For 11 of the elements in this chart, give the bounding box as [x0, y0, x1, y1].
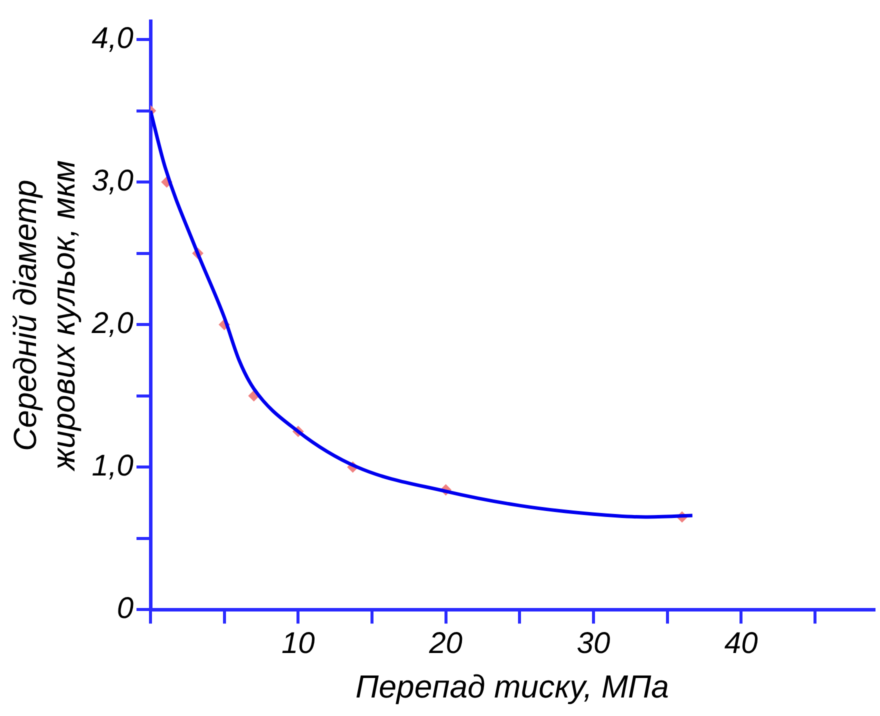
x-tick-label: 40 [724, 626, 758, 660]
y-axis-title: Середній діаметр жирових кульок, мкм [7, 160, 82, 472]
y-tick-label: 2,0 [90, 306, 134, 340]
x-tick-label: 30 [576, 626, 610, 660]
y-tick-label: 0 [116, 592, 134, 625]
y-tick-label: 4,0 [92, 22, 134, 55]
x-tick-label: 20 [428, 626, 463, 660]
x-axis-title: Перепад тиску, МПа [356, 668, 669, 705]
x-tick-label: 10 [281, 626, 316, 660]
y-tick-label: 3,0 [92, 164, 134, 198]
y-tick-label: 1,0 [92, 449, 134, 482]
